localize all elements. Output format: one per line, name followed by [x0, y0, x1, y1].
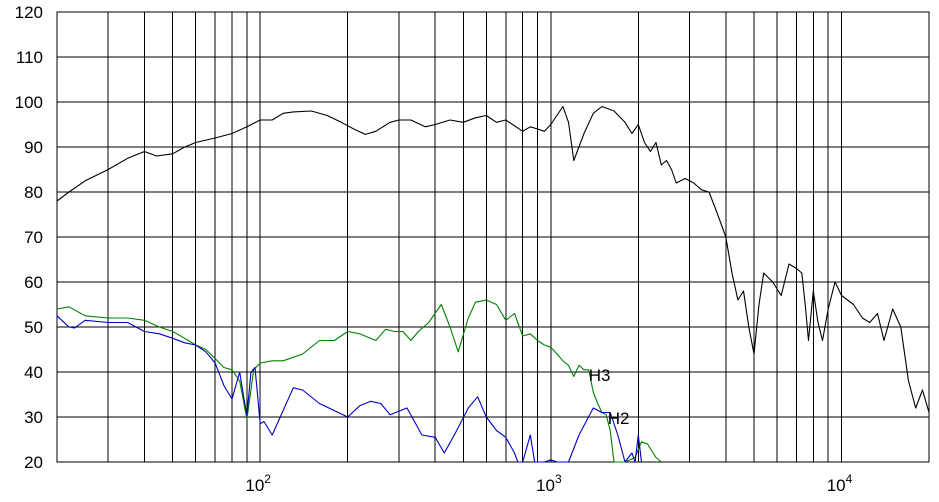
series-line-h2 — [56, 315, 643, 463]
y-tick-label: 60 — [24, 273, 43, 292]
grid — [56, 11, 930, 463]
x-tick-label: 104 — [827, 472, 853, 495]
y-axis-ticks: 20 30 40 50 60 70 80 90 100 110 120 — [15, 3, 43, 472]
y-tick-label: 90 — [24, 138, 43, 157]
annotation-h2: H2 — [608, 409, 630, 428]
x-tick-label: 102 — [245, 472, 271, 495]
y-tick-label: 70 — [24, 228, 43, 247]
series-line-fundamental — [56, 105, 930, 413]
series-line-h3 — [56, 299, 662, 463]
y-tick-label: 100 — [15, 93, 43, 112]
annotations: H3 H2 — [589, 366, 630, 428]
plot-frame — [56, 11, 930, 463]
x-tick-label: 103 — [536, 472, 562, 495]
x-axis-ticks: 102 103 104 — [245, 472, 852, 495]
y-tick-label: 120 — [15, 3, 43, 22]
y-tick-label: 80 — [24, 183, 43, 202]
y-tick-label: 110 — [16, 48, 43, 67]
y-tick-label: 40 — [24, 363, 43, 382]
y-tick-label: 30 — [24, 408, 43, 427]
y-tick-label: 20 — [24, 453, 43, 472]
series-lines — [56, 105, 930, 463]
y-tick-label: 50 — [24, 318, 43, 337]
annotation-h3: H3 — [589, 366, 611, 385]
